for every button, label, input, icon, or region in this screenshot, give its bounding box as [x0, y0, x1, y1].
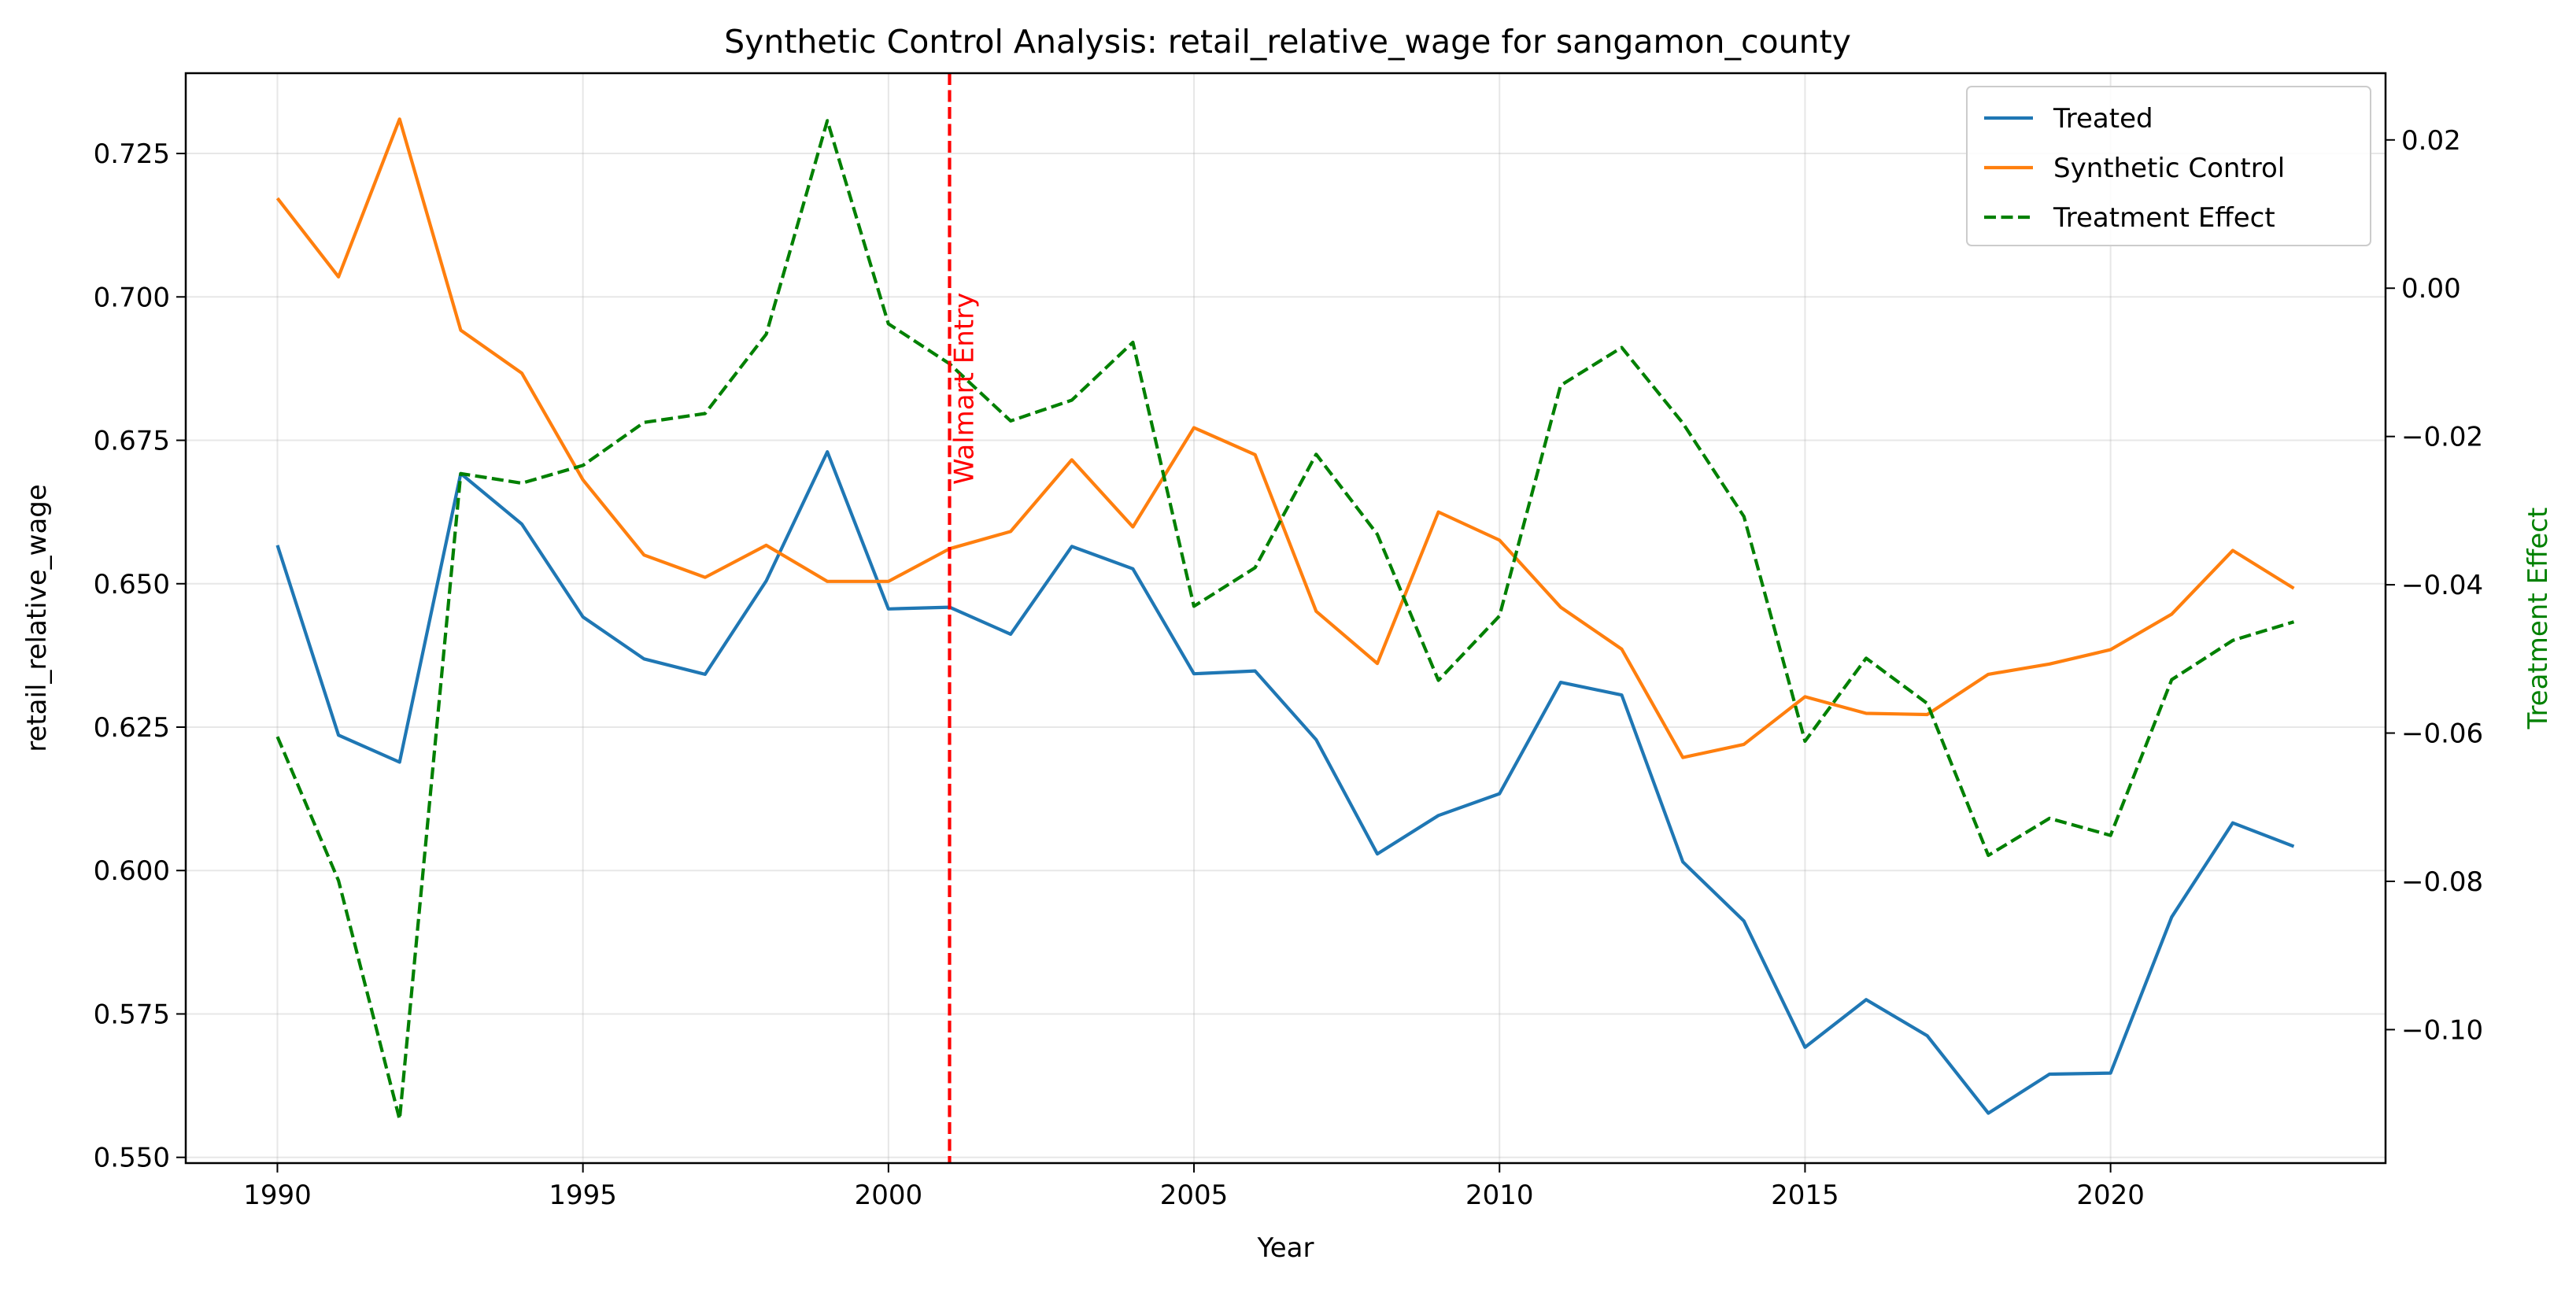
x-tick-label: 2010 — [1465, 1180, 1534, 1211]
x-axis: 1990 1995 2000 2005 2010 2015 2020 — [243, 1163, 2145, 1211]
y-tick-label: 0.725 — [94, 139, 170, 170]
y-axis-title: retail_relative_wage — [21, 484, 53, 752]
y-tick-label: 0.700 — [94, 282, 170, 313]
series-line-treated — [275, 449, 2295, 1115]
y-tick-label: 0.675 — [94, 426, 170, 457]
legend: Treated Synthetic Control Treatment Effect — [1966, 86, 2371, 246]
y-axis-right: 0.02 0.00 −0.02 −0.04 −0.06 −0.08 −0.10 — [2386, 125, 2483, 1046]
y2-tick-label: −0.06 — [2401, 718, 2483, 750]
x-tick-label: 2005 — [1160, 1180, 1229, 1211]
legend-box — [1966, 86, 2371, 246]
walmart-entry-label: Walmart Entry — [948, 293, 980, 485]
legend-label: Treatment Effect — [2053, 202, 2275, 234]
y2-tick-label: −0.04 — [2401, 570, 2483, 601]
y-tick-label: 0.625 — [94, 712, 170, 744]
x-tick-label: 1995 — [549, 1180, 617, 1211]
y-tick-label: 0.575 — [94, 999, 170, 1030]
plot-frame — [184, 72, 2387, 1165]
y-tick-label: 0.550 — [94, 1143, 170, 1174]
legend-label: Treated — [2053, 103, 2153, 135]
annotations: Walmart Entry — [948, 73, 980, 1163]
y2-tick-label: −0.08 — [2401, 866, 2483, 898]
series-line-synthetic-control — [275, 117, 2295, 759]
y2-tick-label: 0.00 — [2401, 273, 2461, 305]
series-line-treatment-effect — [275, 119, 2295, 1121]
y-tick-label: 0.650 — [94, 569, 170, 600]
series-lines — [275, 117, 2295, 1121]
grid — [186, 73, 2386, 1163]
x-tick-label: 2015 — [1771, 1180, 1839, 1211]
chart-title: Synthetic Control Analysis: retail_relat… — [724, 23, 1851, 61]
y-tick-label: 0.600 — [94, 855, 170, 887]
legend-label: Synthetic Control — [2053, 153, 2285, 184]
x-tick-label: 1990 — [243, 1180, 312, 1211]
y2-tick-label: 0.02 — [2401, 125, 2461, 157]
x-axis-title: Year — [1257, 1232, 1314, 1264]
x-tick-label: 2020 — [2076, 1180, 2145, 1211]
x-tick-label: 2000 — [855, 1180, 923, 1211]
y-axis-left: 0.550 0.575 0.600 0.625 0.650 0.675 0.700 0.725 — [94, 139, 186, 1174]
y2-tick-label: −0.10 — [2401, 1014, 2483, 1046]
y2-tick-label: −0.02 — [2401, 422, 2483, 453]
y2-axis-title: Treatment Effect — [2522, 508, 2554, 730]
